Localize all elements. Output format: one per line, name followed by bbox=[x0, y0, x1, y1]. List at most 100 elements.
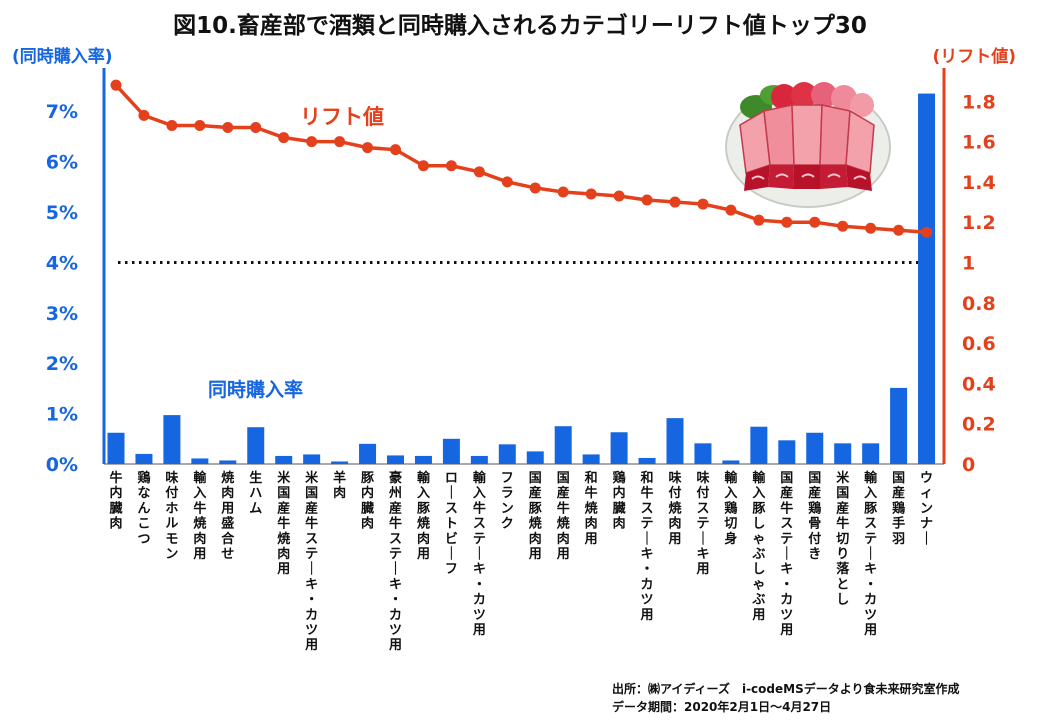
right-tick-label: 1.2 bbox=[962, 212, 996, 234]
category-label: 米国産牛焼肉用 bbox=[276, 470, 291, 577]
lift-point bbox=[194, 119, 206, 131]
bar bbox=[638, 457, 656, 464]
right-tick-label: 1.4 bbox=[962, 172, 996, 194]
category-label: 味付ホルモン bbox=[165, 470, 178, 562]
lift-point bbox=[501, 176, 513, 188]
lift-point bbox=[781, 216, 793, 228]
lift-point bbox=[865, 222, 877, 234]
bar bbox=[219, 460, 237, 464]
bar bbox=[303, 454, 321, 464]
bar bbox=[470, 455, 488, 464]
left-tick-label: 4% bbox=[46, 252, 78, 274]
lift-point bbox=[473, 166, 485, 178]
category-label: 国産牛ステ｜キ・カツ用 bbox=[779, 471, 793, 638]
left-axis-title: (同時購入率) bbox=[12, 46, 113, 67]
bar bbox=[387, 455, 404, 464]
category-label: 国産豚焼肉用 bbox=[528, 471, 543, 562]
left-tick-label: 6% bbox=[46, 152, 78, 174]
category-label: 国産鶏骨付き bbox=[808, 471, 821, 562]
lift-point bbox=[110, 79, 122, 91]
bar bbox=[806, 432, 824, 464]
category-label: 豪州産牛ステ｜キ・カツ用 bbox=[388, 470, 402, 653]
bar bbox=[498, 444, 516, 464]
left-tick-label: 7% bbox=[46, 101, 78, 123]
lift-point bbox=[222, 121, 234, 133]
category-label: ウィンナ｜ bbox=[920, 471, 933, 547]
lift-series-label: リフト値 bbox=[300, 105, 384, 129]
category-label: 国産鶏手羽 bbox=[892, 471, 905, 547]
lift-point bbox=[445, 160, 457, 172]
lift-point bbox=[753, 214, 765, 226]
category-label: 焼肉用盛合せ bbox=[220, 470, 235, 562]
right-tick-label: 1 bbox=[962, 253, 975, 275]
category-label: 輸入豚焼肉用 bbox=[416, 470, 431, 562]
chart-title: 図10.畜産部で酒類と同時購入されるカテゴリーリフト値トップ30 bbox=[173, 12, 867, 39]
lift-point bbox=[837, 220, 849, 232]
lift-point bbox=[278, 132, 290, 144]
bar bbox=[135, 453, 153, 464]
meat-platter-illustration bbox=[725, 82, 891, 208]
category-label: 輸入牛焼肉用 bbox=[192, 470, 207, 562]
category-label: 味付焼肉用 bbox=[667, 470, 681, 547]
category-label: 輸入豚しゃぶしゃぶ用 bbox=[751, 470, 766, 623]
right-tick-label: 0.8 bbox=[962, 293, 996, 315]
bar bbox=[582, 454, 600, 464]
category-label: 和牛焼肉用 bbox=[584, 470, 598, 547]
lift-point bbox=[725, 204, 737, 216]
lift-point bbox=[138, 109, 150, 121]
bar bbox=[554, 426, 572, 464]
lift-point bbox=[641, 194, 653, 206]
lift-point bbox=[893, 224, 905, 236]
lift-point bbox=[557, 186, 569, 198]
lift-point bbox=[529, 182, 541, 194]
left-tick-label: 2% bbox=[46, 353, 78, 375]
lift-point bbox=[250, 121, 262, 133]
left-tick-label: 5% bbox=[46, 202, 78, 224]
bar bbox=[778, 440, 796, 464]
bar bbox=[890, 387, 908, 464]
bar bbox=[414, 455, 432, 464]
bar bbox=[163, 415, 181, 464]
bar bbox=[918, 93, 936, 464]
bar bbox=[247, 427, 265, 464]
lift-point bbox=[921, 226, 933, 238]
right-axis-title: (リフト値) bbox=[932, 46, 1016, 67]
lift-point bbox=[166, 119, 178, 131]
lift-point bbox=[417, 160, 429, 172]
bar bbox=[191, 458, 209, 464]
category-label: 輸入豚ステ｜キ・カツ用 bbox=[863, 470, 878, 638]
category-label: 鶏内臓肉 bbox=[613, 470, 626, 532]
bar bbox=[722, 460, 740, 464]
category-label: 和牛ステ｜キ・カツ用 bbox=[640, 470, 654, 623]
bar bbox=[834, 443, 852, 464]
right-tick-label: 1.8 bbox=[962, 91, 996, 113]
right-tick-label: 1.6 bbox=[962, 132, 996, 154]
lift-point bbox=[362, 142, 374, 154]
right-tick-label: 0.2 bbox=[962, 414, 996, 436]
lift-point bbox=[306, 136, 318, 148]
category-label: 羊肉 bbox=[333, 470, 346, 501]
category-label: 生ハム bbox=[249, 470, 262, 516]
lift-point bbox=[390, 144, 401, 156]
category-label: 国産牛焼肉用 bbox=[556, 471, 570, 562]
category-label: 輸入牛ステ｜キ・カツ用 bbox=[472, 470, 487, 638]
left-tick-label: 0% bbox=[46, 454, 78, 476]
bar bbox=[610, 432, 628, 464]
left-tick-label: 1% bbox=[46, 404, 78, 426]
lift-point bbox=[697, 198, 709, 210]
category-label: ロ｜ストビ｜フ bbox=[445, 471, 458, 577]
lift-point bbox=[585, 188, 597, 200]
bar bbox=[750, 426, 768, 464]
bar bbox=[862, 443, 880, 464]
category-label: 米国産牛ステ｜キ・カツ用 bbox=[304, 470, 319, 653]
bar bbox=[275, 455, 293, 464]
bar bbox=[442, 438, 460, 464]
bar bbox=[526, 451, 544, 464]
bar bbox=[107, 432, 125, 464]
bar bbox=[666, 418, 684, 464]
lift-point bbox=[613, 190, 625, 202]
bar bbox=[694, 443, 712, 464]
source-line-2: データ期間：2020年2月1日～4月27日 bbox=[612, 699, 831, 714]
plot-area: 0% 1% 2% 3% 4% 5% 6% 7% 0 0.2 0.4 0.6 0.8 1 1.2 1.4 1.6 1… bbox=[46, 68, 996, 653]
category-label: 豚内臓肉 bbox=[361, 471, 375, 532]
